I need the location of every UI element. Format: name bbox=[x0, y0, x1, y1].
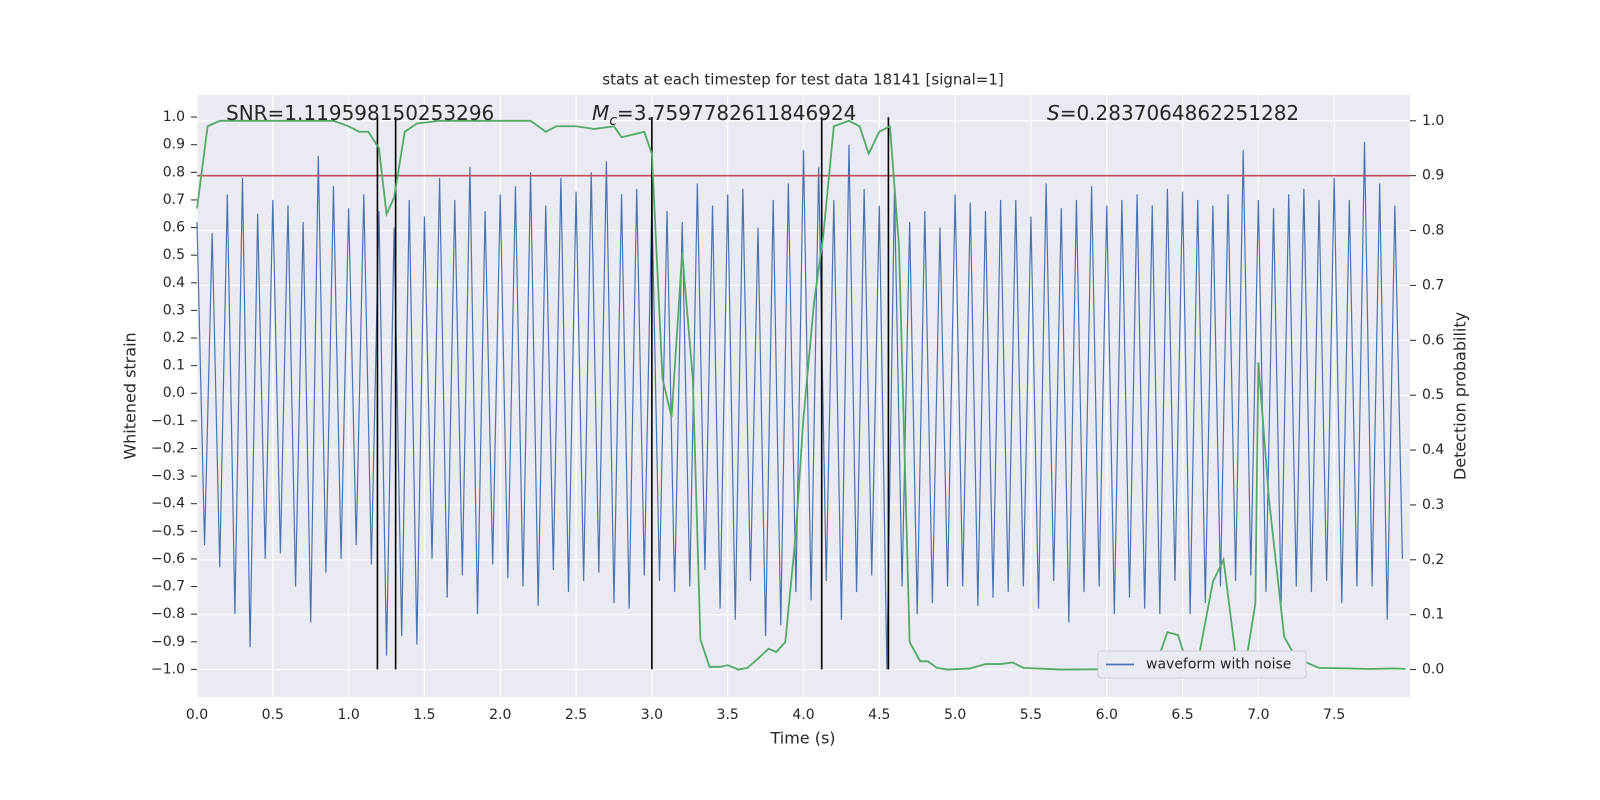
y-tick-label: 0.5 bbox=[163, 247, 185, 263]
y-tick-label: −0.3 bbox=[151, 468, 185, 484]
annotation-text: SNR=1.119598150253296 bbox=[226, 101, 494, 125]
x-tick-label: 3.0 bbox=[641, 707, 663, 723]
series-line bbox=[196, 119, 1406, 671]
labels: 0.0 0.5 1.0 1.5 2.0 2.5 3.0 3.5 4.0 4.5 5.0 5.5 6.0 6… bbox=[151, 101, 1444, 724]
y-tick-label: 0.7 bbox=[163, 192, 185, 208]
y-tick-label: 0.4 bbox=[163, 275, 185, 291]
x-tick-label: 2.5 bbox=[565, 707, 587, 723]
y-tick-label: −1.0 bbox=[151, 661, 185, 677]
x-tick-label: 7.5 bbox=[1323, 707, 1345, 723]
annotation-subscript: c bbox=[609, 113, 617, 129]
annotation-symbol: S bbox=[1047, 101, 1060, 125]
x-tick-label: 6.0 bbox=[1096, 707, 1118, 723]
y2-tick-label: 0.3 bbox=[1422, 497, 1444, 513]
y-tick-label: 0.3 bbox=[163, 302, 185, 318]
y-tick-label: 0.0 bbox=[163, 385, 185, 401]
x-tick-label: 2.0 bbox=[489, 707, 511, 723]
annotation: Mc=3.7597782611846924 bbox=[592, 101, 856, 130]
annotation: S=0.2837064862251282 bbox=[1047, 101, 1299, 125]
y-tick-label: 0.6 bbox=[163, 220, 185, 236]
x-tick-label: 5.5 bbox=[1020, 707, 1042, 723]
y-tick-label: 0.8 bbox=[163, 164, 185, 180]
y2-tick-label: 0.0 bbox=[1422, 662, 1444, 678]
y-tick-label: −0.9 bbox=[151, 634, 185, 650]
y2-tick-label: 0.5 bbox=[1422, 387, 1444, 403]
marks bbox=[196, 117, 1410, 671]
x-tick-label: 5.0 bbox=[944, 707, 966, 723]
annotation-text: =0.2837064862251282 bbox=[1060, 101, 1299, 125]
x-tick-label: 7.0 bbox=[1247, 707, 1269, 723]
y-axis-label: Whitened strain bbox=[121, 332, 140, 459]
y-tick-label: −0.7 bbox=[151, 579, 185, 595]
x-tick-label: 1.0 bbox=[337, 707, 359, 723]
x-tick-label: 6.5 bbox=[1171, 707, 1193, 723]
y2-tick-label: 0.1 bbox=[1422, 607, 1444, 623]
y-tick-label: −0.2 bbox=[151, 440, 185, 456]
y2-tick-label: 0.8 bbox=[1422, 223, 1444, 239]
y-tick-label: −0.8 bbox=[151, 606, 185, 622]
legend-box bbox=[1097, 650, 1307, 679]
x-tick-label: 3.5 bbox=[717, 707, 739, 723]
y-tick-label: −0.1 bbox=[151, 413, 185, 429]
legend: waveform with noise bbox=[1097, 650, 1307, 679]
x-axis-label: Time (s) bbox=[769, 729, 835, 748]
series-line bbox=[196, 141, 1404, 670]
y2-axis-label: Detection probability bbox=[1451, 312, 1470, 480]
annotation-text: =3.7597782611846924 bbox=[617, 101, 856, 125]
y2-tick-label: 0.4 bbox=[1422, 442, 1444, 458]
y2-tick-label: 1.0 bbox=[1422, 113, 1444, 129]
x-tick-label: 4.0 bbox=[792, 707, 814, 723]
y2-tick-label: 0.6 bbox=[1422, 332, 1444, 348]
y-tick-label: −0.4 bbox=[151, 496, 185, 512]
y-tick-label: 0.9 bbox=[163, 137, 185, 153]
y-tick-label: −0.5 bbox=[151, 523, 185, 539]
x-tick-label: 0.0 bbox=[186, 707, 208, 723]
chart-title: stats at each timestep for test data 181… bbox=[602, 71, 1003, 89]
y2-tick-label: 0.7 bbox=[1422, 277, 1444, 293]
y-tick-label: 1.0 bbox=[163, 109, 185, 125]
annotation-symbol: M bbox=[592, 101, 609, 125]
x-tick-label: 0.5 bbox=[262, 707, 284, 723]
annotation: SNR=1.119598150253296 bbox=[226, 101, 494, 125]
y2-tick-label: 0.9 bbox=[1422, 168, 1444, 184]
x-tick-label: 1.5 bbox=[413, 707, 435, 723]
y-tick-label: −0.6 bbox=[151, 551, 185, 567]
y2-tick-label: 0.2 bbox=[1422, 552, 1444, 568]
x-tick-label: 4.5 bbox=[868, 707, 890, 723]
legend-label: waveform with noise bbox=[1146, 657, 1291, 673]
y-tick-label: 0.2 bbox=[163, 330, 185, 346]
y-tick-label: 0.1 bbox=[163, 358, 185, 374]
